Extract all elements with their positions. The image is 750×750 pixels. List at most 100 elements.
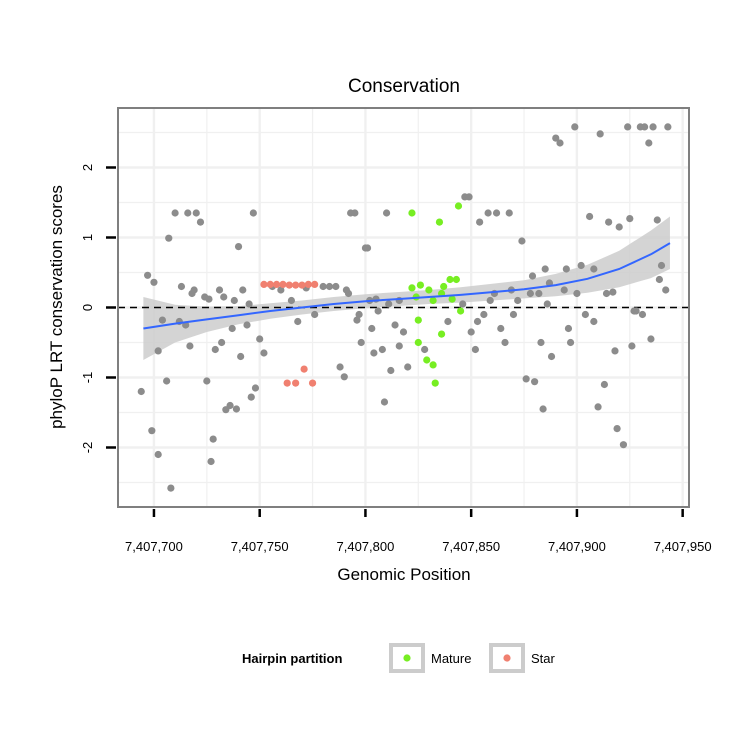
data-point-other	[467, 328, 475, 336]
data-point-other	[465, 193, 473, 201]
data-point-other	[624, 123, 632, 131]
data-point-star	[279, 280, 287, 288]
data-point-other	[562, 265, 570, 273]
x-tick-label: 7,407,750	[231, 539, 289, 554]
data-point-other	[539, 405, 547, 413]
data-point-other	[186, 342, 194, 350]
data-point-other	[645, 139, 653, 147]
y-tick-label: 2	[80, 164, 95, 171]
data-point-other	[609, 288, 617, 296]
data-point-star	[285, 281, 293, 289]
data-point-mature	[440, 282, 448, 291]
data-point-other	[632, 307, 640, 315]
data-point-other	[590, 317, 598, 326]
data-point-other	[605, 218, 613, 226]
x-axis-title: Genomic Position	[337, 565, 470, 584]
data-point-other	[325, 282, 334, 291]
data-point-other	[277, 286, 285, 294]
data-point-other	[573, 289, 581, 298]
data-point-other	[342, 286, 350, 294]
data-point-other	[547, 352, 556, 361]
data-point-other	[148, 427, 156, 435]
data-point-other	[239, 286, 247, 294]
data-point-other	[514, 296, 522, 305]
x-tick-label: 7,407,950	[654, 539, 712, 554]
data-point-other	[556, 139, 564, 147]
y-tick-label: -1	[80, 372, 95, 384]
y-tick-label: 1	[80, 234, 95, 241]
data-point-other	[657, 261, 666, 270]
data-point-other	[380, 398, 389, 406]
data-point-mature	[454, 202, 463, 210]
x-tick-label: 7,407,800	[337, 539, 395, 554]
data-point-other	[209, 435, 217, 443]
data-point-other	[232, 405, 241, 413]
data-point-other	[615, 223, 623, 231]
data-point-other	[353, 316, 361, 324]
data-point-other	[205, 295, 213, 303]
data-point-mature	[429, 296, 437, 305]
data-point-mature	[437, 330, 446, 338]
data-point-star	[300, 365, 308, 373]
data-point-other	[207, 457, 215, 466]
data-point-star	[260, 280, 268, 288]
data-point-other	[571, 123, 579, 131]
data-point-star	[308, 379, 317, 387]
data-point-other	[150, 278, 158, 286]
data-point-other	[662, 286, 670, 294]
data-point-other	[537, 338, 545, 347]
data-point-other	[382, 209, 391, 217]
data-point-other	[640, 123, 649, 131]
data-point-other	[486, 296, 494, 305]
data-point-other	[509, 310, 518, 319]
data-point-other	[581, 310, 589, 319]
data-point-other	[351, 209, 359, 217]
data-point-other	[385, 300, 393, 308]
data-point-mature	[408, 284, 416, 292]
data-point-other	[336, 363, 344, 371]
chart-title: Conservation	[348, 76, 460, 97]
data-point-other	[211, 345, 219, 354]
data-point-mature	[416, 281, 425, 289]
data-point-other	[613, 425, 621, 433]
data-point-other	[444, 317, 452, 326]
data-point-other	[594, 403, 602, 411]
data-point-mature	[452, 275, 460, 284]
data-point-mature	[448, 295, 456, 303]
data-point-other	[387, 366, 395, 375]
data-point-other	[552, 134, 560, 142]
data-point-other	[163, 377, 171, 385]
data-point-star	[266, 280, 274, 288]
data-points	[137, 123, 672, 492]
data-point-mature	[431, 379, 439, 387]
y-tick-label: -2	[80, 442, 95, 454]
data-point-other	[647, 335, 655, 343]
data-point-other	[531, 378, 539, 386]
data-point-other	[184, 209, 192, 217]
data-point-other	[251, 384, 260, 392]
data-point-other	[476, 218, 484, 226]
data-point-other	[165, 234, 173, 242]
data-point-other	[395, 342, 403, 350]
data-point-other	[518, 237, 526, 245]
data-point-other	[535, 289, 543, 298]
data-point-other	[228, 324, 236, 333]
data-point-other	[215, 286, 224, 294]
data-point-other	[368, 324, 376, 333]
data-point-other	[480, 310, 488, 319]
legend-label-mature: Mature	[431, 651, 471, 666]
data-point-other	[505, 209, 513, 217]
data-point-other	[522, 375, 530, 383]
data-point-other	[340, 373, 348, 381]
legend: Hairpin partition Mature Star	[242, 643, 556, 673]
data-point-other	[247, 393, 255, 401]
data-point-other	[577, 261, 585, 270]
data-point-other	[473, 317, 482, 326]
data-point-other	[230, 296, 238, 305]
x-tick-label: 7,407,850	[442, 539, 500, 554]
data-point-other	[196, 218, 205, 226]
data-point-other	[459, 300, 467, 308]
x-tick-label: 7,407,700	[125, 539, 183, 554]
data-point-mature	[408, 209, 416, 217]
